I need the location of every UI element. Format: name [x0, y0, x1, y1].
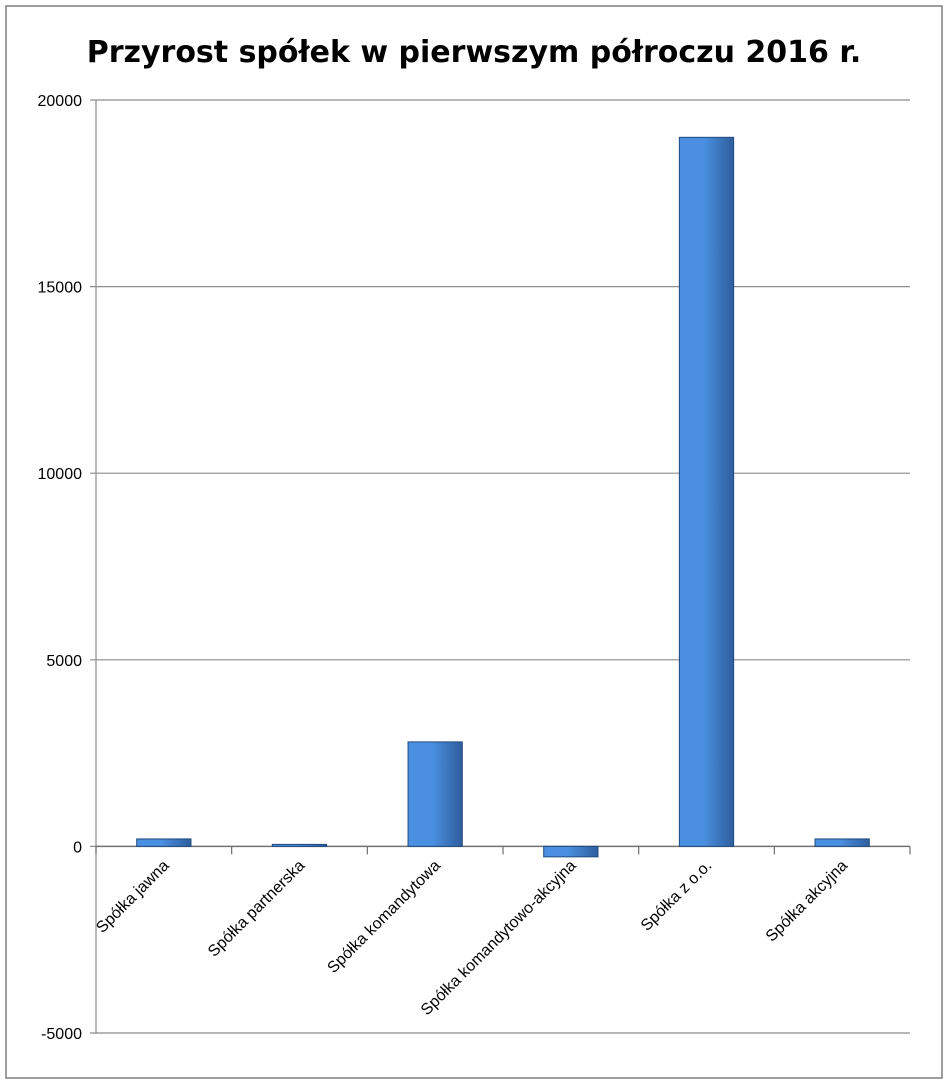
bar: [271, 843, 328, 847]
y-tick-label: 20000: [38, 93, 83, 110]
bars: [136, 136, 870, 858]
y-tick-label: 0: [73, 839, 82, 856]
axes: [95, 100, 911, 1033]
chart-border: [5, 5, 943, 1079]
y-axis-ticks: 20000 15000 10000 5000 0 -5000: [38, 93, 83, 1043]
chart-title: Przyrost spółek w pierwszym półroczu 201…: [87, 35, 862, 70]
bar: [407, 741, 463, 847]
y-tick-label: 10000: [38, 466, 83, 483]
y-tick-label: 5000: [46, 653, 82, 670]
bar: [678, 136, 735, 847]
y-tick-label: -5000: [41, 1026, 82, 1043]
bar: [136, 838, 192, 847]
bar: [814, 838, 870, 847]
bar: [543, 845, 599, 858]
y-tick-label: 15000: [38, 280, 83, 297]
